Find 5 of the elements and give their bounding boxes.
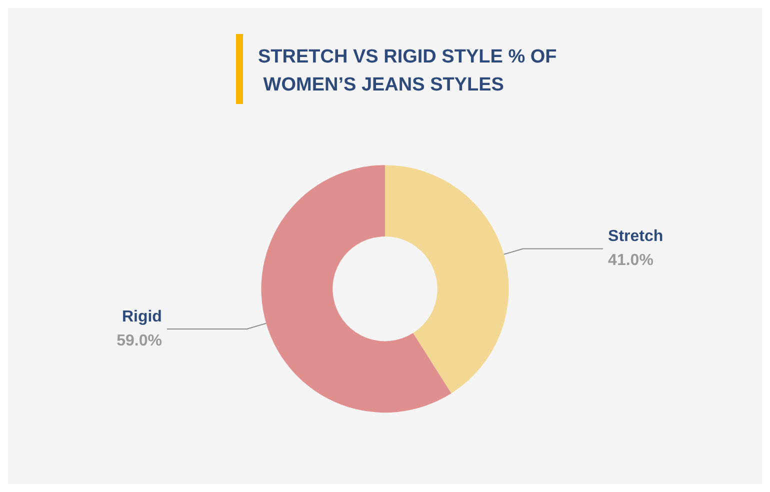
data-label: 41.0% <box>608 252 654 270</box>
data-label: 59.0% <box>116 332 162 350</box>
slice-label: Stretch <box>608 228 664 246</box>
chart-title: STRETCH VS RIGID STYLE % OF WOMEN’S JEANS STYLES <box>258 46 557 96</box>
slice-label: Rigid <box>122 308 162 326</box>
